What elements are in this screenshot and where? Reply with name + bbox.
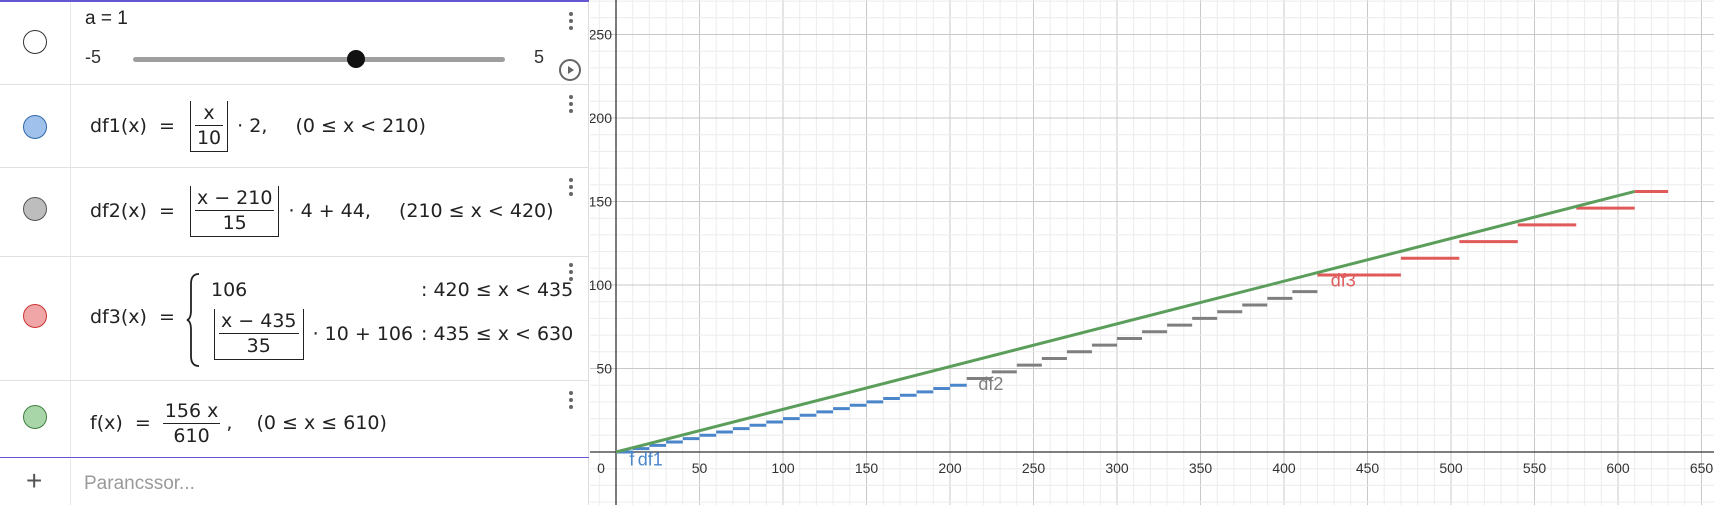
floor-bracket: x 10 <box>189 101 229 152</box>
slider-min-label: -5 <box>85 47 102 67</box>
floor-bracket: x − 210 15 <box>189 186 280 237</box>
algebra-view: a = 1 -5 5 df1(x) = x 10 · 2, (0 ≤ x < 21… <box>0 0 589 505</box>
fraction-numerator: x <box>194 101 224 126</box>
x-tick-label: 250 <box>1022 460 1046 476</box>
fraction-numerator: 156 x <box>162 400 221 424</box>
visibility-toggle-df1[interactable] <box>23 115 47 139</box>
equals-sign: = <box>134 412 151 434</box>
algebra-row-f[interactable]: f(x) = 156 x 610 , (0 ≤ x ≤ 610) <box>0 381 589 458</box>
command-input[interactable]: Parancssor... <box>84 473 195 494</box>
marble-cell <box>0 2 71 84</box>
graphics-view[interactable]: 0 50 100 150 200 250 300 350 400 450 500 550 600 650 5… <box>589 0 1714 505</box>
case2-condition: : 435 ≤ x < 630 <box>421 323 574 345</box>
equals-sign: = <box>158 200 175 222</box>
piecewise-brace <box>186 273 200 367</box>
fraction-numerator: x − 435 <box>219 310 299 334</box>
y-tick-label: 150 <box>590 194 612 210</box>
fraction-denominator: 610 <box>173 425 210 447</box>
more-options-icon[interactable] <box>569 178 573 198</box>
f-line <box>615 190 1636 454</box>
slider-label: a = 1 <box>85 8 128 29</box>
equals-sign: = <box>158 306 175 328</box>
graph-canvas[interactable]: 0 50 100 150 200 250 300 350 400 450 500 550 600 650 5… <box>589 0 1714 505</box>
selection-bar <box>0 0 589 2</box>
visibility-toggle-f[interactable] <box>23 405 47 429</box>
x-tick-label: 200 <box>938 460 962 476</box>
y-tick-label: 50 <box>596 361 612 377</box>
x-tick-label: 650 <box>1690 460 1714 476</box>
f-definition: f(x) = 156 x 610 , (0 ≤ x ≤ 610) <box>90 399 387 448</box>
fraction: 156 x 610 <box>162 399 221 448</box>
df2-name: df2(x) <box>90 200 147 222</box>
graph-label: df3 <box>1331 271 1356 291</box>
marble-cell <box>0 85 71 167</box>
y-tick-label: 250 <box>590 27 612 43</box>
visibility-toggle-a[interactable] <box>23 30 47 54</box>
domain-condition: (0 ≤ x < 210) <box>295 115 426 137</box>
expression-tail: · 4 + 44, <box>288 200 371 222</box>
more-options-icon[interactable] <box>569 263 573 283</box>
case2-expression: x − 435 35 · 10 + 106 <box>211 309 413 360</box>
df1-definition: df1(x) = x 10 · 2, (0 ≤ x < 210) <box>90 101 426 152</box>
x-tick-label: 500 <box>1439 460 1463 476</box>
input-bar[interactable]: + Parancssor... <box>0 459 589 505</box>
x-tick-label: 600 <box>1606 460 1630 476</box>
x-tick-label: 550 <box>1523 460 1547 476</box>
x-tick-label: 50 <box>692 460 708 476</box>
fraction-denominator: 35 <box>246 335 271 357</box>
case1-condition: : 420 ≤ x < 435 <box>421 279 574 301</box>
x-tick-label: 150 <box>855 460 879 476</box>
add-item-icon[interactable]: + <box>26 465 43 496</box>
equals-sign: = <box>158 115 175 137</box>
case1-value: 106 <box>211 279 248 301</box>
expression-tail: , <box>226 412 233 434</box>
df3-name: df3(x) <box>90 306 147 328</box>
expression-tail: · 10 + 106 <box>312 323 414 345</box>
domain-condition: (0 ≤ x ≤ 610) <box>256 412 387 434</box>
domain-condition: (210 ≤ x < 420) <box>398 200 554 222</box>
visibility-toggle-df3[interactable] <box>23 304 47 328</box>
more-options-icon[interactable] <box>569 12 573 32</box>
x-tick-label: 100 <box>771 460 795 476</box>
marble-cell <box>0 257 71 380</box>
x-tick-label: 400 <box>1272 460 1296 476</box>
slider-track[interactable] <box>133 50 505 68</box>
fraction-numerator: x − 210 <box>194 187 275 211</box>
df1-name: df1(x) <box>90 115 147 137</box>
visibility-toggle-df2[interactable] <box>23 197 47 221</box>
fraction-denominator: 15 <box>222 212 247 234</box>
x-tick-label: 300 <box>1105 460 1129 476</box>
marble-cell <box>0 381 71 457</box>
graph-label: df1 <box>638 449 663 469</box>
play-icon[interactable] <box>559 59 581 81</box>
fraction-denominator: 10 <box>196 127 222 149</box>
marble-cell: + <box>0 459 71 505</box>
df2-definition: df2(x) = x − 210 15 · 4 + 44, (210 ≤ x < … <box>90 186 554 237</box>
x-tick-label: 0 <box>597 460 605 476</box>
algebra-row-df1[interactable]: df1(x) = x 10 · 2, (0 ≤ x < 210) <box>0 85 589 168</box>
f-name: f(x) <box>90 412 123 434</box>
more-options-icon[interactable] <box>569 391 573 411</box>
floor-bracket: x − 435 35 <box>214 309 304 360</box>
marble-cell <box>0 168 71 256</box>
y-tick-label: 100 <box>590 277 612 293</box>
graph-label: f <box>629 449 635 469</box>
graph-label: df2 <box>978 374 1003 394</box>
algebra-row-df2[interactable]: df2(x) = x − 210 15 · 4 + 44, (210 ≤ x < … <box>0 168 589 257</box>
algebra-row-df3[interactable]: df3(x) = 106 : 420 ≤ x < 435 x − 435 35 ·… <box>0 257 589 381</box>
slider-handle[interactable] <box>347 50 366 68</box>
y-tick-label: 200 <box>590 110 612 126</box>
x-tick-label: 450 <box>1356 460 1380 476</box>
expression-tail: · 2, <box>237 115 268 137</box>
df3-name-eq: df3(x) = <box>90 306 175 328</box>
x-tick-label: 350 <box>1189 460 1213 476</box>
more-options-icon[interactable] <box>569 95 573 115</box>
slider-max-label: 5 <box>534 47 545 67</box>
slider-row-a[interactable]: a = 1 -5 5 <box>0 2 589 85</box>
